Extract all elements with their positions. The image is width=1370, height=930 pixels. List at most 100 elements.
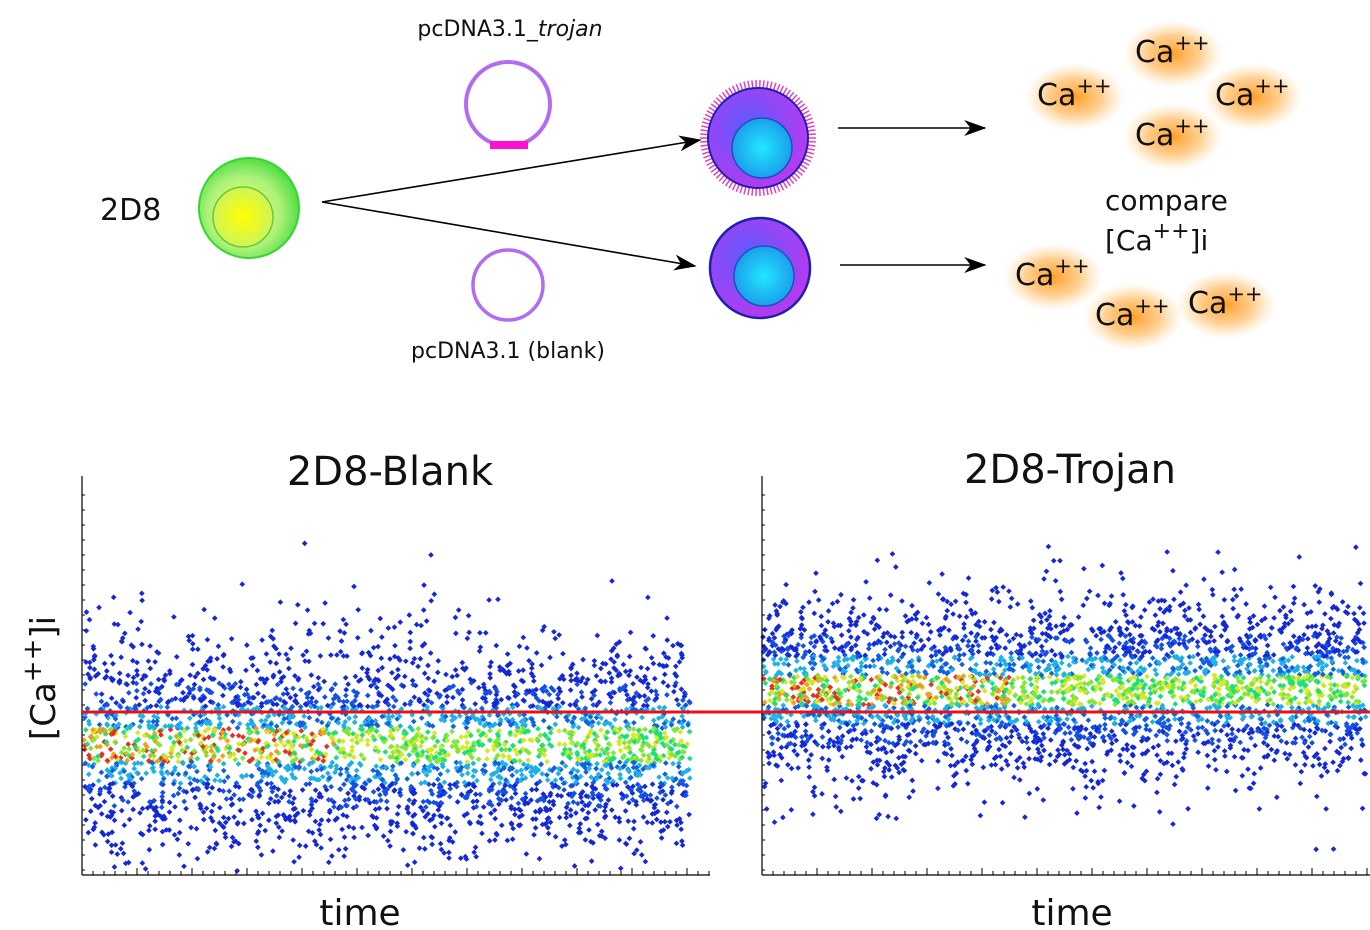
point — [365, 704, 371, 710]
point — [1284, 740, 1290, 746]
point — [285, 657, 291, 663]
point — [1113, 619, 1119, 625]
point — [644, 703, 650, 709]
point — [1196, 607, 1202, 613]
point — [406, 752, 412, 758]
point — [82, 747, 88, 753]
point — [617, 837, 623, 843]
point — [311, 684, 317, 690]
spike — [777, 184, 780, 191]
point — [476, 685, 482, 691]
spike — [798, 167, 804, 172]
point — [271, 737, 277, 743]
point — [83, 817, 89, 823]
spike — [748, 187, 749, 195]
point — [188, 737, 194, 743]
superscript: ++ — [1227, 282, 1262, 306]
point — [187, 775, 193, 781]
point — [407, 646, 413, 652]
point — [1358, 581, 1364, 587]
point — [89, 796, 95, 802]
point — [102, 661, 108, 667]
point — [592, 663, 598, 669]
point — [580, 807, 586, 813]
spike — [808, 130, 816, 131]
point — [253, 838, 259, 844]
point — [813, 718, 819, 724]
point — [240, 734, 246, 740]
nucleus — [213, 187, 273, 247]
point — [432, 591, 438, 597]
point — [212, 828, 218, 834]
point — [313, 699, 319, 705]
point — [1349, 694, 1355, 700]
point — [230, 733, 236, 739]
point — [574, 670, 580, 676]
point — [249, 817, 255, 823]
point — [187, 672, 193, 678]
point — [1124, 626, 1130, 632]
spike — [701, 145, 709, 146]
point — [808, 640, 814, 646]
point — [249, 773, 255, 779]
point — [131, 766, 137, 772]
spike — [791, 175, 796, 181]
point — [781, 726, 787, 732]
point — [83, 727, 89, 733]
point — [435, 739, 441, 745]
point — [1363, 714, 1369, 720]
spike — [703, 155, 711, 158]
point — [432, 730, 438, 736]
point — [152, 826, 158, 832]
point — [976, 649, 982, 655]
point — [811, 611, 817, 617]
point — [567, 702, 573, 708]
superscript: ++ — [1134, 294, 1169, 318]
point — [288, 695, 294, 701]
plasmid-insert: trojan — [538, 17, 603, 42]
point — [302, 541, 308, 547]
point — [397, 619, 403, 625]
point — [447, 794, 453, 800]
point — [160, 842, 166, 848]
point — [435, 658, 441, 664]
point — [487, 671, 493, 677]
point — [300, 652, 306, 658]
point — [1173, 774, 1179, 780]
point — [1213, 767, 1219, 773]
point — [524, 645, 530, 651]
point — [410, 831, 416, 837]
plasmid-trojan — [466, 62, 550, 146]
point — [194, 826, 200, 832]
point — [837, 725, 843, 731]
point — [250, 663, 256, 669]
point — [1282, 728, 1288, 734]
point — [269, 628, 275, 634]
plasmid-label: pcDNA3.1_trojan — [417, 17, 602, 42]
point — [783, 582, 789, 588]
superscript: ++ — [1254, 74, 1289, 98]
point — [126, 746, 132, 752]
point — [403, 757, 409, 763]
point — [343, 621, 349, 627]
point — [1040, 658, 1046, 664]
point — [278, 599, 284, 605]
point — [884, 607, 890, 613]
spike — [722, 177, 727, 183]
point — [1195, 749, 1201, 755]
point — [844, 745, 850, 751]
point — [544, 772, 550, 778]
point — [991, 666, 997, 672]
point — [778, 778, 784, 784]
point — [514, 769, 520, 775]
point — [944, 608, 950, 614]
point — [520, 667, 526, 673]
point — [447, 786, 453, 792]
spike — [714, 170, 720, 175]
point — [1210, 592, 1216, 598]
spike — [763, 188, 764, 196]
point — [177, 817, 183, 823]
point — [365, 693, 371, 699]
point — [609, 578, 615, 584]
point — [1051, 558, 1057, 564]
